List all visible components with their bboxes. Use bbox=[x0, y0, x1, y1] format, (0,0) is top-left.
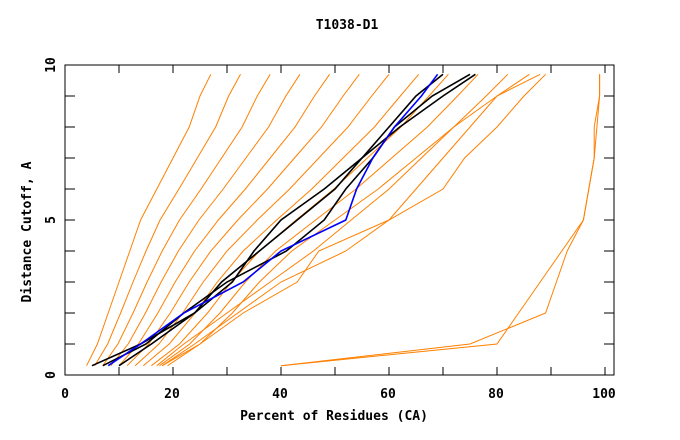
highlight-black-curve bbox=[102, 73, 471, 367]
model-curve bbox=[110, 74, 301, 367]
model-curve bbox=[86, 74, 212, 366]
x-tick-label: 80 bbox=[488, 387, 504, 402]
plot-frame bbox=[64, 64, 615, 376]
y-tick-label: 5 bbox=[44, 216, 59, 224]
y-tick-label: 0 bbox=[44, 371, 59, 379]
chart-title: T1038-D1 bbox=[316, 18, 379, 33]
x-tick-label: 0 bbox=[61, 387, 69, 402]
x-tick-label: 100 bbox=[592, 387, 616, 402]
x-axis-label: Percent of Residues (CA) bbox=[240, 409, 428, 424]
x-tick-label: 20 bbox=[164, 387, 180, 402]
x-tick-label: 60 bbox=[380, 387, 396, 402]
model-curve bbox=[161, 73, 546, 367]
model-curve bbox=[134, 73, 390, 367]
model-curve bbox=[151, 73, 449, 367]
model-curve bbox=[94, 74, 241, 366]
highlight-blue-curve bbox=[107, 73, 439, 367]
x-tick-label: 40 bbox=[272, 387, 288, 402]
model-curve bbox=[156, 73, 541, 367]
series-layer bbox=[86, 73, 601, 367]
model-curve bbox=[126, 74, 360, 367]
model-curve bbox=[118, 74, 331, 367]
model-curve bbox=[142, 73, 420, 367]
model-curve bbox=[159, 73, 479, 367]
model-curve bbox=[167, 73, 509, 367]
highlight-black-curve bbox=[118, 73, 444, 367]
y-tick-label: 10 bbox=[44, 57, 59, 73]
highlight-black-curve bbox=[91, 73, 476, 367]
tick-layer bbox=[65, 65, 614, 375]
model-curve bbox=[280, 74, 601, 367]
model-curve bbox=[280, 74, 601, 367]
model-curve bbox=[102, 74, 271, 366]
y-axis-label: Distance Cutoff, A bbox=[20, 161, 35, 302]
